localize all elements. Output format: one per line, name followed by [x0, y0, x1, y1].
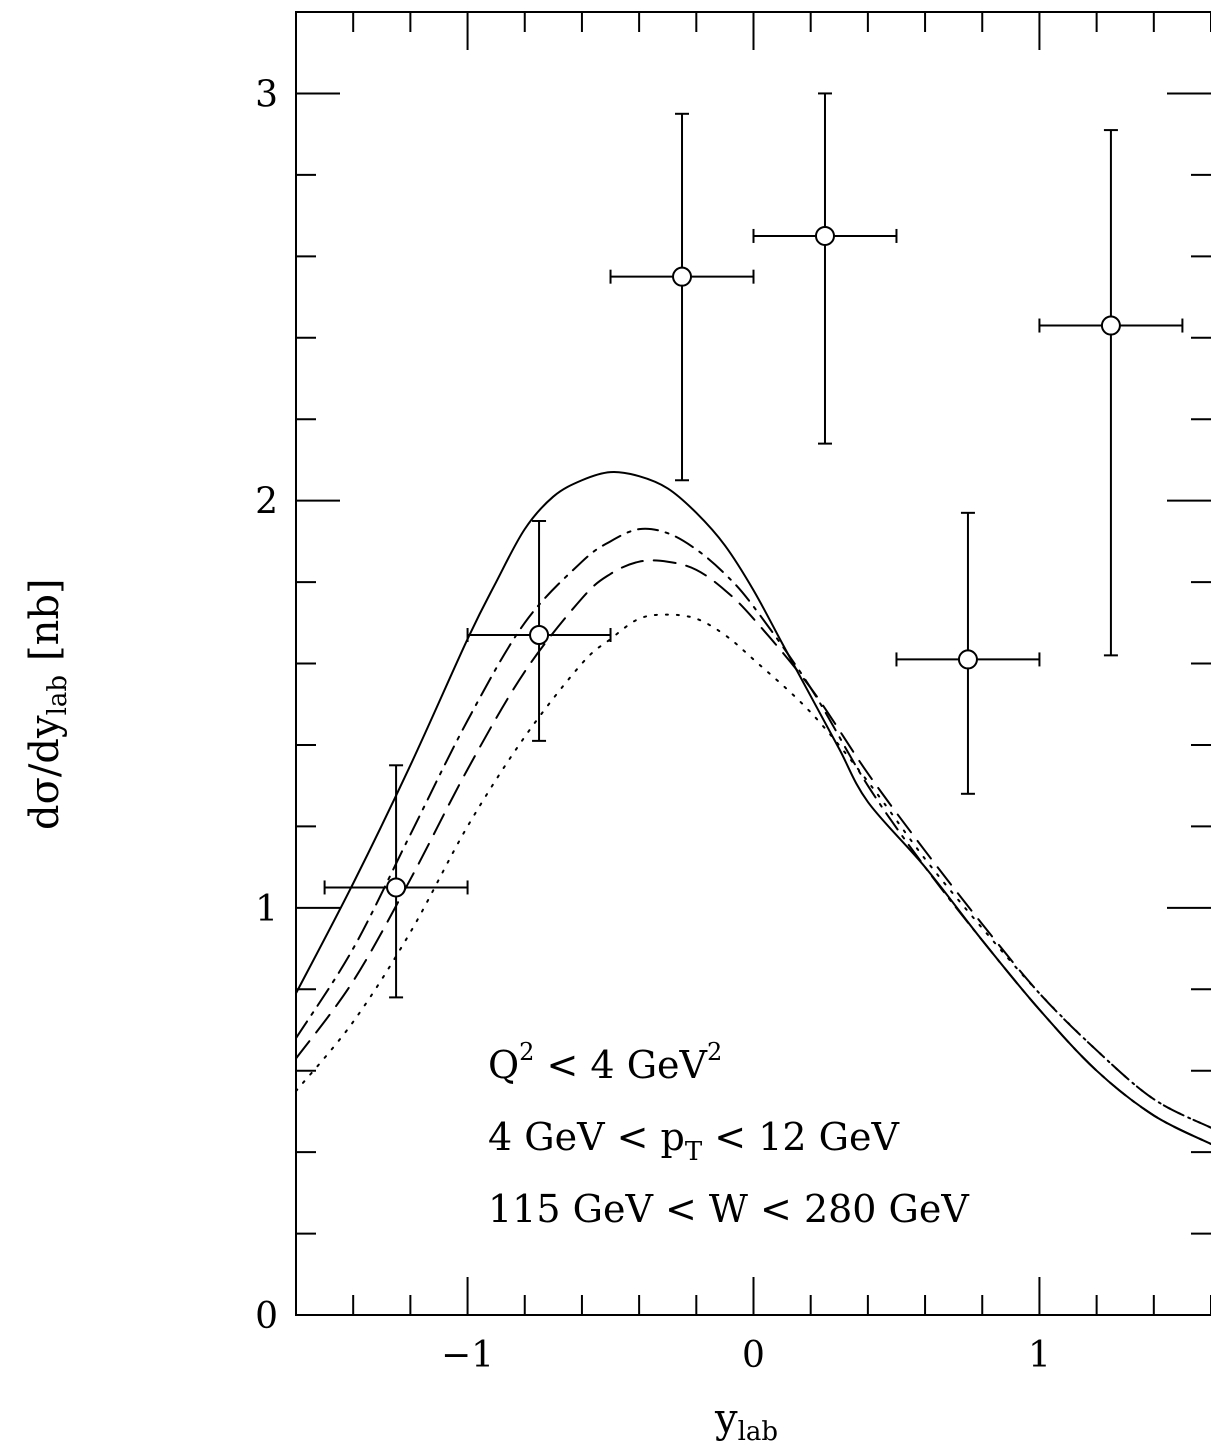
- y-axis-label-main: dσ/dy: [22, 715, 68, 830]
- annotation-part: 4 GeV < p: [488, 1115, 685, 1159]
- x-axis-label-sub: lab: [738, 1417, 778, 1446]
- curve-solid: [295, 470, 1211, 1145]
- y-tick-label: 0: [255, 1296, 278, 1337]
- annotation-line: Q2 < 4 GeV2: [488, 1038, 722, 1087]
- curve-dashdot: [295, 527, 1211, 1145]
- y-tick-label: 3: [255, 74, 278, 115]
- data-point: [323, 764, 469, 999]
- data-marker: [386, 877, 407, 898]
- x-tick-label: 1: [1028, 1335, 1051, 1376]
- data-points: [323, 92, 1184, 999]
- data-marker: [1100, 315, 1121, 336]
- data-point: [1038, 129, 1184, 657]
- theory-curves: [295, 470, 1211, 1145]
- annotation-part: 2: [707, 1038, 722, 1066]
- data-point: [752, 92, 898, 445]
- y-axis-label-unit: [nb]: [22, 578, 68, 661]
- data-point: [895, 511, 1041, 795]
- x-tick-label: 0: [742, 1335, 765, 1376]
- data-marker: [529, 624, 550, 645]
- annotation-line: 115 GeV < W < 280 GeV: [488, 1187, 969, 1231]
- annotation-part: 2: [519, 1038, 534, 1066]
- annotation-part: < 4 GeV: [534, 1043, 707, 1087]
- x-tick-label: −1: [441, 1335, 494, 1376]
- y-axis-label: dσ/dylab [nb]: [22, 578, 73, 830]
- annotation-part: 115 GeV < W < 280 GeV: [488, 1187, 969, 1231]
- y-axis-label-sub: lab: [43, 675, 73, 715]
- data-marker: [957, 649, 978, 670]
- y-tick-label: 2: [255, 482, 278, 523]
- data-point: [466, 519, 612, 742]
- curve-dotted: [295, 613, 1211, 1129]
- annotation-line: 4 GeV < pT < 12 GeV: [488, 1115, 899, 1167]
- annotation-part: T: [685, 1137, 703, 1167]
- annotation-part: < 12 GeV: [702, 1115, 899, 1159]
- curve-dashed: [295, 559, 1211, 1129]
- tick-labels: −1 0 1 0 1 2 3: [255, 74, 1051, 1376]
- axis-ticks: [295, 11, 1211, 1316]
- data-marker: [814, 225, 835, 246]
- data-marker: [672, 266, 693, 287]
- data-point: [609, 112, 755, 482]
- annotation-part: Q: [488, 1043, 519, 1087]
- y-tick-label: 1: [255, 889, 278, 930]
- x-axis-label: ylab: [714, 1396, 778, 1446]
- x-axis-label-main: y: [714, 1396, 738, 1442]
